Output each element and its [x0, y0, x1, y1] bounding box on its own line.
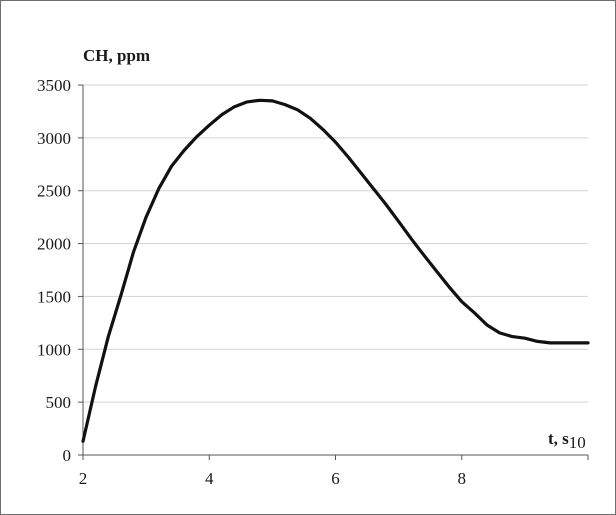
- x-tick-label-4: 4: [205, 469, 214, 488]
- grid-lines: [83, 84, 588, 403]
- y-tick-label-2500: 2500: [37, 182, 71, 201]
- x-tick-label-2: 2: [79, 469, 88, 488]
- y-tick-label-2000: 2000: [37, 235, 71, 254]
- y-tick-label-500: 500: [46, 393, 72, 412]
- ch-concentration-line: [81, 98, 590, 443]
- x-axis-label-sub: 10: [569, 433, 586, 452]
- axes: [78, 84, 589, 460]
- x-tick-label-6: 6: [331, 469, 340, 488]
- y-axis-label: CH, ppm: [83, 46, 150, 65]
- y-tick-label-3500: 3500: [37, 76, 71, 95]
- y-tick-label-0: 0: [63, 446, 72, 465]
- x-axis-label-main: t, s: [548, 429, 569, 448]
- tick-labels: 0 500 1000 1500 2000 2500 3000 3500 2 4 6 8: [37, 76, 466, 488]
- y-tick-label-1000: 1000: [37, 340, 71, 359]
- y-tick-label-3000: 3000: [37, 129, 71, 148]
- x-tick-label-8: 8: [458, 469, 467, 488]
- x-axis-label: t, s10: [548, 429, 586, 452]
- y-tick-label-1500: 1500: [37, 287, 71, 306]
